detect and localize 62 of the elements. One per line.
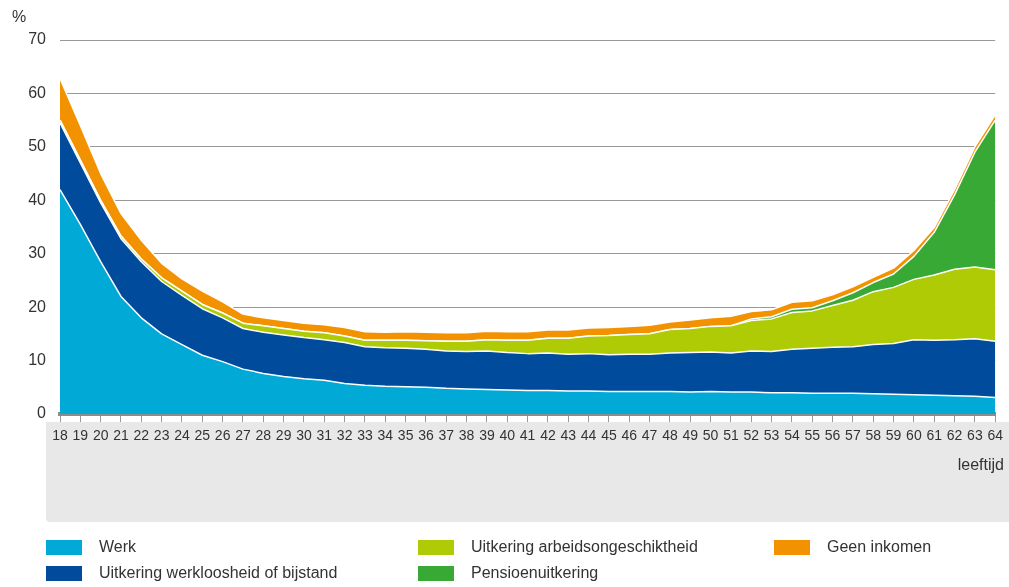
x-tick-label: 53 — [763, 427, 780, 444]
legend-label: Geen inkomen — [827, 538, 932, 556]
x-tick-label: 27 — [235, 427, 251, 444]
x-tick-label: 22 — [133, 427, 150, 444]
x-tick-label: 47 — [641, 427, 658, 444]
x-tick-label: 18 — [52, 427, 68, 444]
x-tick-label: 57 — [845, 427, 861, 444]
x-tick-label: 60 — [906, 427, 922, 444]
y-tick-label: 40 — [28, 190, 47, 208]
y-tick-label: 0 — [37, 404, 47, 422]
x-tick-label: 42 — [540, 427, 556, 444]
x-tick-label: 28 — [255, 427, 272, 444]
x-tick-label: 29 — [275, 427, 292, 444]
x-tick-label: 35 — [397, 427, 414, 444]
y-axis-title: % — [12, 8, 27, 25]
x-tick-label: 52 — [743, 427, 760, 444]
x-tick-label: 34 — [377, 427, 394, 444]
legend-label: Uitkering werkloosheid of bijstand — [99, 564, 338, 582]
x-tick-label: 36 — [418, 427, 434, 444]
x-tick-label: 51 — [723, 427, 739, 444]
x-tick-label: 40 — [499, 427, 516, 444]
y-tick-label: 60 — [28, 83, 47, 101]
x-tick-label: 46 — [621, 427, 638, 444]
x-tick-label: 38 — [458, 427, 475, 444]
x-tick-label: 54 — [784, 427, 800, 444]
legend-label: Pensioenuitkering — [471, 564, 599, 582]
y-tick-label: 30 — [28, 244, 47, 262]
x-tick-label: 37 — [438, 427, 455, 444]
x-tick-label: 26 — [214, 427, 231, 444]
y-tick-label: 70 — [28, 30, 47, 48]
x-tick-label: 58 — [865, 427, 882, 444]
y-tick-label: 10 — [28, 350, 47, 368]
x-tick-label: 41 — [519, 427, 536, 444]
x-tick-label: 33 — [357, 427, 373, 444]
y-tick-label: 50 — [28, 137, 47, 155]
x-tick-label: 62 — [946, 427, 963, 444]
x-tick-label: 25 — [194, 427, 211, 444]
y-tick-label: 20 — [28, 297, 47, 315]
x-axis-title: leeftijd — [957, 456, 1004, 474]
x-tick-label: 64 — [987, 427, 1004, 444]
x-tick-label: 24 — [174, 427, 190, 444]
x-tick-label: 31 — [316, 427, 333, 444]
x-tick-label: 61 — [926, 427, 943, 444]
x-tick-label: 44 — [580, 427, 597, 444]
x-tick-label: 39 — [479, 427, 495, 444]
x-tick-label: 48 — [662, 427, 678, 444]
x-tick-label: 49 — [682, 427, 699, 444]
legend-label: Uitkering arbeidsongeschiktheid — [471, 538, 698, 556]
x-tick-label: 63 — [967, 427, 983, 444]
x-tick-label: 20 — [92, 427, 109, 444]
x-tick-label: 59 — [885, 427, 902, 444]
x-tick-label: 19 — [72, 427, 89, 444]
x-tick-label: 55 — [804, 427, 821, 444]
x-tick-label: 30 — [296, 427, 312, 444]
x-tick-label: 21 — [113, 427, 129, 444]
x-tick-label: 43 — [560, 427, 577, 444]
x-tick-label: 50 — [702, 427, 719, 444]
x-tick-label: 32 — [336, 427, 353, 444]
x-tick-label: 45 — [601, 427, 617, 444]
x-tick-label: 56 — [824, 427, 841, 444]
legend-label: Werk — [99, 538, 137, 556]
x-tick-label: 23 — [153, 427, 170, 444]
